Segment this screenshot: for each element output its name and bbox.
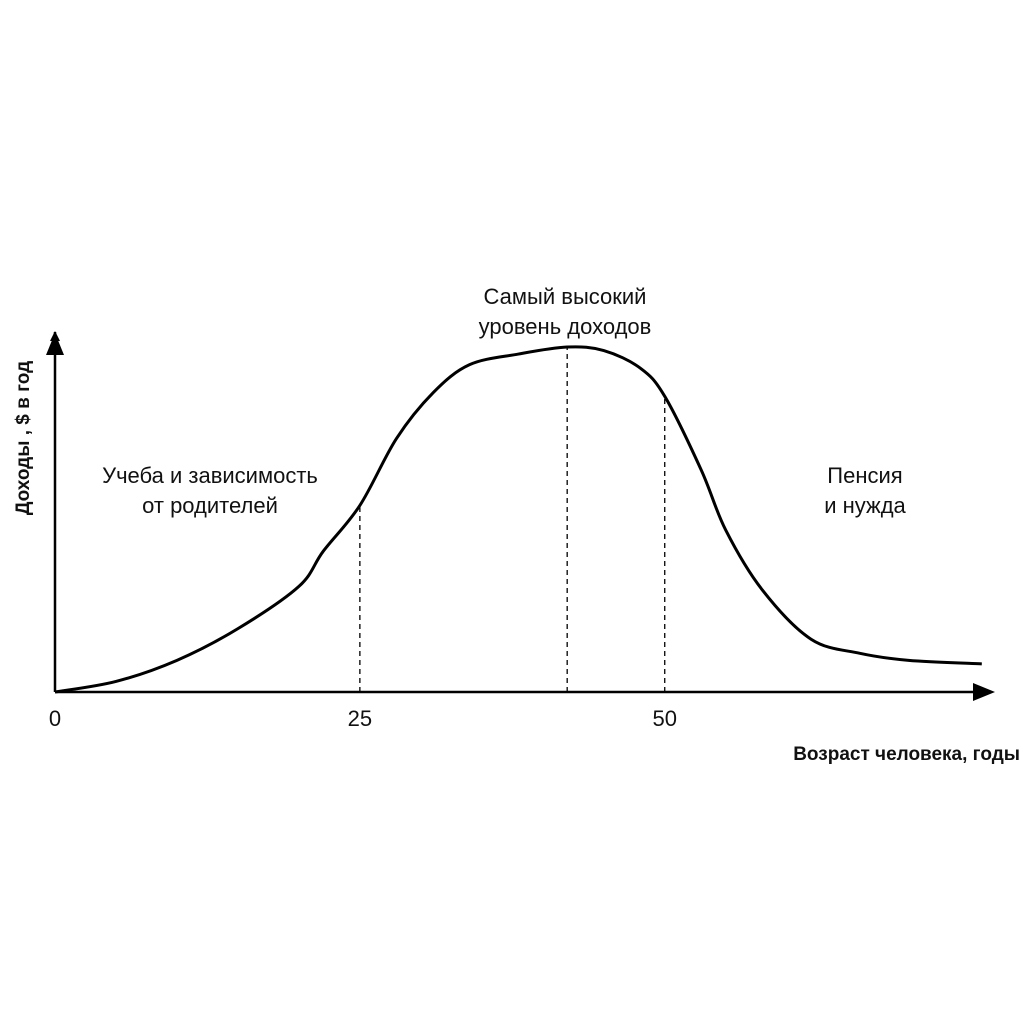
x-tick-label: 50 (652, 706, 676, 731)
x-arrow (973, 683, 995, 701)
annotation: Самый высокий (484, 284, 647, 309)
x-tick-label: 25 (348, 706, 372, 731)
income-curve (54, 345, 982, 694)
x-tick-label: 0 (49, 706, 61, 731)
annotation: и нужда (824, 493, 906, 518)
y-arrow (46, 333, 64, 355)
y-axis-label: Доходы , $ в год (13, 361, 34, 515)
x-axis-label: Возраст человека, годы (793, 744, 1020, 765)
annotation: Пенсия (827, 463, 902, 488)
annotation: уровень доходов (479, 314, 652, 339)
annotation: от родителей (142, 493, 278, 518)
annotation: Учеба и зависимость (102, 463, 318, 488)
